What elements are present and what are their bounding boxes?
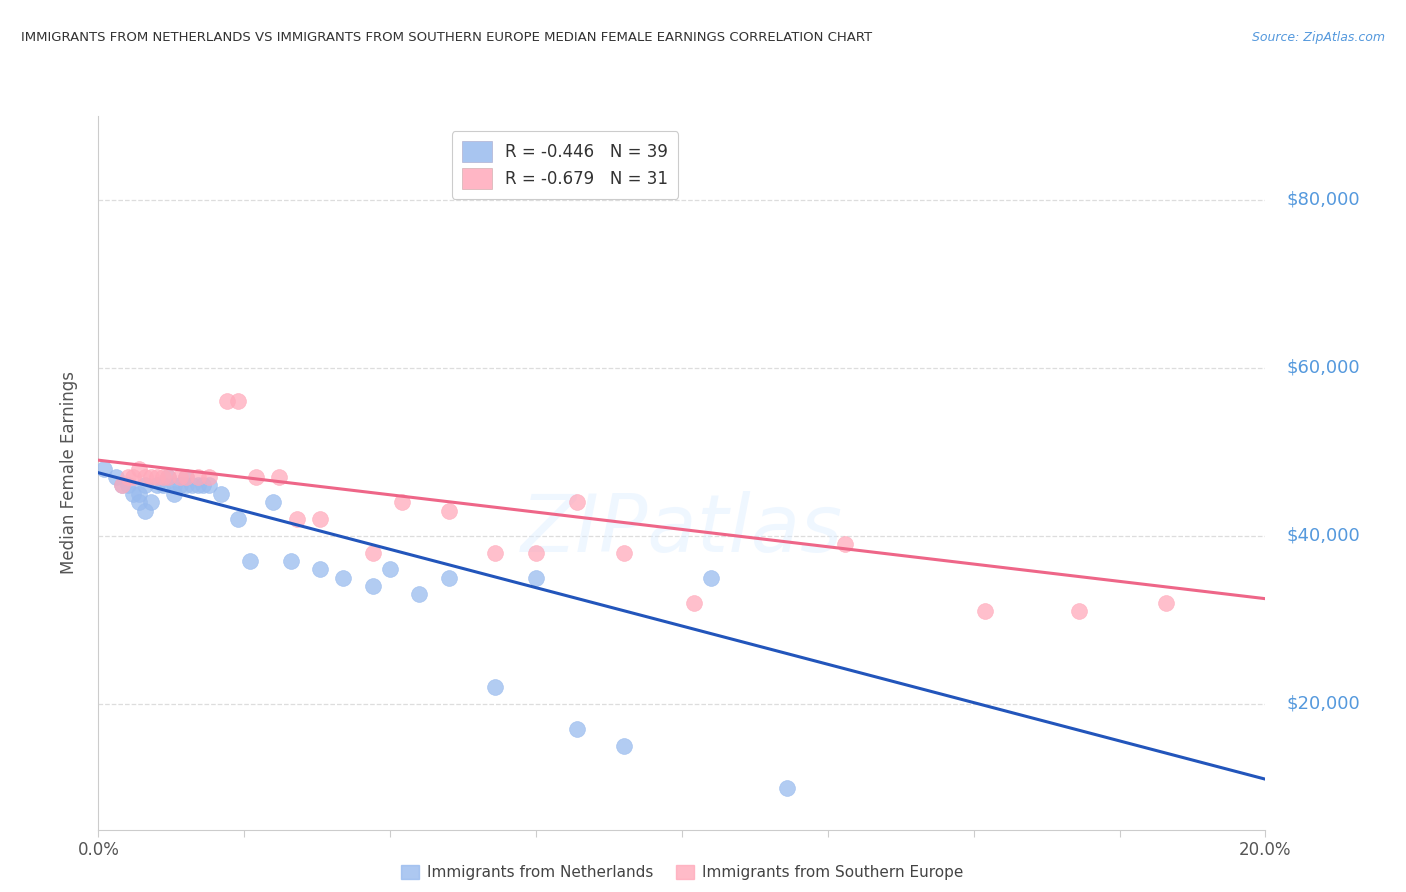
Point xyxy=(152,470,174,484)
Point xyxy=(524,571,547,585)
Text: Source: ZipAtlas.com: Source: ZipAtlas.com xyxy=(1251,31,1385,45)
Point xyxy=(134,503,156,517)
Point xyxy=(612,545,634,559)
Point xyxy=(269,470,291,484)
Point xyxy=(228,512,250,526)
Point xyxy=(134,478,156,492)
Point xyxy=(408,587,430,601)
Point xyxy=(198,478,221,492)
Point xyxy=(139,495,162,509)
Point xyxy=(332,571,354,585)
Text: $80,000: $80,000 xyxy=(1286,191,1360,209)
Text: $20,000: $20,000 xyxy=(1286,695,1360,713)
Point xyxy=(391,495,413,509)
Point xyxy=(128,461,150,475)
Point xyxy=(245,470,267,484)
Point xyxy=(1067,604,1090,618)
Y-axis label: Median Female Earnings: Median Female Earnings xyxy=(59,371,77,574)
Point xyxy=(134,470,156,484)
Point xyxy=(174,470,197,484)
Point xyxy=(682,596,704,610)
Text: $60,000: $60,000 xyxy=(1286,359,1360,376)
Point xyxy=(157,470,180,484)
Point xyxy=(122,487,145,501)
Point xyxy=(565,495,588,509)
Point xyxy=(612,739,634,753)
Point xyxy=(262,495,284,509)
Point xyxy=(309,562,332,576)
Point xyxy=(139,470,162,484)
Point xyxy=(209,487,232,501)
Point xyxy=(215,394,238,409)
Point xyxy=(565,722,588,736)
Point xyxy=(111,478,134,492)
Point xyxy=(169,478,191,492)
Point xyxy=(198,470,221,484)
Point xyxy=(117,470,139,484)
Point xyxy=(378,562,402,576)
Point xyxy=(700,571,723,585)
Point xyxy=(128,487,150,501)
Point xyxy=(146,478,169,492)
Point xyxy=(484,545,506,559)
Text: IMMIGRANTS FROM NETHERLANDS VS IMMIGRANTS FROM SOUTHERN EUROPE MEDIAN FEMALE EAR: IMMIGRANTS FROM NETHERLANDS VS IMMIGRANT… xyxy=(21,31,872,45)
Point xyxy=(228,394,250,409)
Point xyxy=(361,579,384,593)
Point xyxy=(163,478,186,492)
Point xyxy=(361,545,384,559)
Point xyxy=(104,470,127,484)
Point xyxy=(776,780,799,795)
Point xyxy=(93,461,115,475)
Point xyxy=(193,478,215,492)
Point xyxy=(239,554,262,568)
Point xyxy=(117,478,139,492)
Point xyxy=(309,512,332,526)
Point xyxy=(111,478,134,492)
Point xyxy=(122,470,145,484)
Point xyxy=(152,478,174,492)
Point xyxy=(834,537,856,551)
Point xyxy=(437,571,460,585)
Point xyxy=(187,478,209,492)
Point xyxy=(1154,596,1177,610)
Legend: Immigrants from Netherlands, Immigrants from Southern Europe: Immigrants from Netherlands, Immigrants … xyxy=(395,859,969,886)
Point xyxy=(146,470,169,484)
Point xyxy=(169,470,191,484)
Text: ZIPatlas: ZIPatlas xyxy=(520,491,844,569)
Point xyxy=(187,470,209,484)
Point xyxy=(157,470,180,484)
Point xyxy=(163,487,186,501)
Point xyxy=(484,680,506,694)
Point xyxy=(524,545,547,559)
Point xyxy=(180,478,202,492)
Point xyxy=(280,554,302,568)
Point xyxy=(174,470,197,484)
Point xyxy=(128,495,150,509)
Point xyxy=(285,512,308,526)
Point xyxy=(437,503,460,517)
Text: $40,000: $40,000 xyxy=(1286,526,1360,545)
Point xyxy=(174,478,197,492)
Point xyxy=(974,604,997,618)
